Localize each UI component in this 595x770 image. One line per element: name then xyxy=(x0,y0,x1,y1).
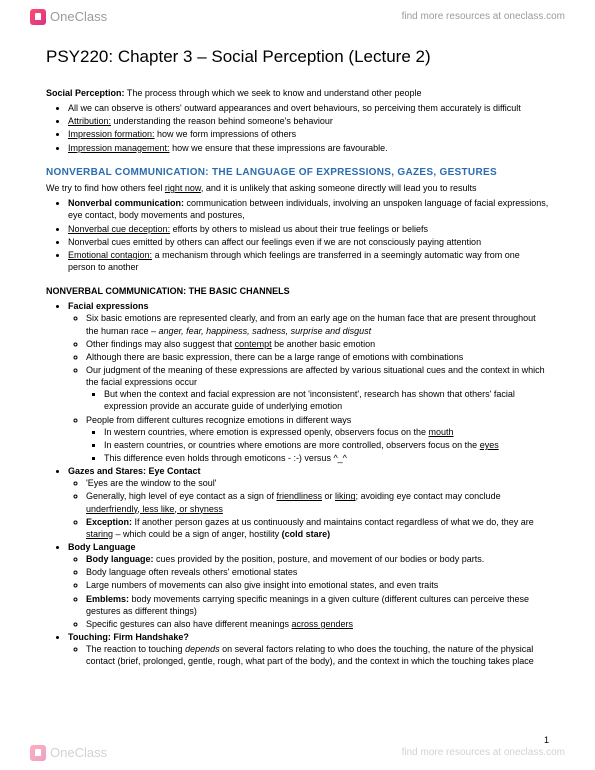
list-item: The reaction to touching depends on seve… xyxy=(86,643,549,667)
list-item: Other findings may also suggest that con… xyxy=(86,338,549,350)
list: Nonverbal communication: communication b… xyxy=(46,197,549,273)
list-item: This difference even holds through emoti… xyxy=(104,452,549,464)
list-item: Emotional contagion: a mechanism through… xyxy=(68,249,549,273)
list-item: Nonverbal communication: communication b… xyxy=(68,197,549,221)
list-item: In eastern countries, or countries where… xyxy=(104,439,549,451)
list-item: Impression management: how we ensure tha… xyxy=(68,142,549,154)
page-footer: OneClass find more resources at oneclass… xyxy=(0,736,595,770)
list-item: Our judgment of the meaning of these exp… xyxy=(86,364,549,413)
brand-name: OneClass xyxy=(50,8,107,26)
list-item: Generally, high level of eye contact as … xyxy=(86,490,549,514)
section-heading: NONVERBAL COMMUNICATION: THE LANGUAGE OF… xyxy=(46,166,549,180)
brand-logo: OneClass xyxy=(30,8,107,26)
brand-logo: OneClass xyxy=(30,744,107,762)
list-item: Nonverbal cues emitted by others can aff… xyxy=(68,236,549,248)
footer-link[interactable]: find more resources at oneclass.com xyxy=(402,746,565,760)
list-item: Attribution: understanding the reason be… xyxy=(68,115,549,127)
page-header: OneClass find more resources at oneclass… xyxy=(0,0,595,34)
list-item: Specific gestures can also have differen… xyxy=(86,618,549,630)
list-item: People from different cultures recognize… xyxy=(86,414,549,465)
intro-line: Social Perception: The process through w… xyxy=(46,87,549,99)
list: All we can observe is others' outward ap… xyxy=(46,102,549,154)
list-item: Large numbers of movements can also give… xyxy=(86,579,549,591)
logo-icon xyxy=(30,9,46,25)
list-item: Emblems: body movements carrying specifi… xyxy=(86,593,549,617)
header-link[interactable]: find more resources at oneclass.com xyxy=(402,10,565,24)
list: Facial expressions Six basic emotions ar… xyxy=(46,300,549,667)
list-item: All we can observe is others' outward ap… xyxy=(68,102,549,114)
list-item: Impression formation: how we form impres… xyxy=(68,128,549,140)
list-item: Gazes and Stares: Eye Contact 'Eyes are … xyxy=(68,465,549,540)
list-item: In western countries, where emotion is e… xyxy=(104,426,549,438)
list-item: But when the context and facial expressi… xyxy=(104,388,549,412)
list-item: 'Eyes are the window to the soul' xyxy=(86,477,549,489)
list-item: Although there are basic expression, the… xyxy=(86,351,549,363)
list-item: Nonverbal cue deception: efforts by othe… xyxy=(68,223,549,235)
section-heading: NONVERBAL COMMUNICATION: THE BASIC CHANN… xyxy=(46,285,549,297)
list-item: Body language often reveals others' emot… xyxy=(86,566,549,578)
section-social-perception: Social Perception: The process through w… xyxy=(46,87,549,154)
page-title: PSY220: Chapter 3 – Social Perception (L… xyxy=(46,46,549,69)
logo-icon xyxy=(30,745,46,761)
list-item: Six basic emotions are represented clear… xyxy=(86,312,549,336)
list-item: Facial expressions Six basic emotions ar… xyxy=(68,300,549,464)
intro-line: We try to find how others feel right now… xyxy=(46,182,549,194)
list-item: Body language: cues provided by the posi… xyxy=(86,553,549,565)
list-item: Exception: If another person gazes at us… xyxy=(86,516,549,540)
brand-name: OneClass xyxy=(50,744,107,762)
list-item: Touching: Firm Handshake? The reaction t… xyxy=(68,631,549,667)
document-body: PSY220: Chapter 3 – Social Perception (L… xyxy=(0,0,595,667)
list-item: Body Language Body language: cues provid… xyxy=(68,541,549,630)
